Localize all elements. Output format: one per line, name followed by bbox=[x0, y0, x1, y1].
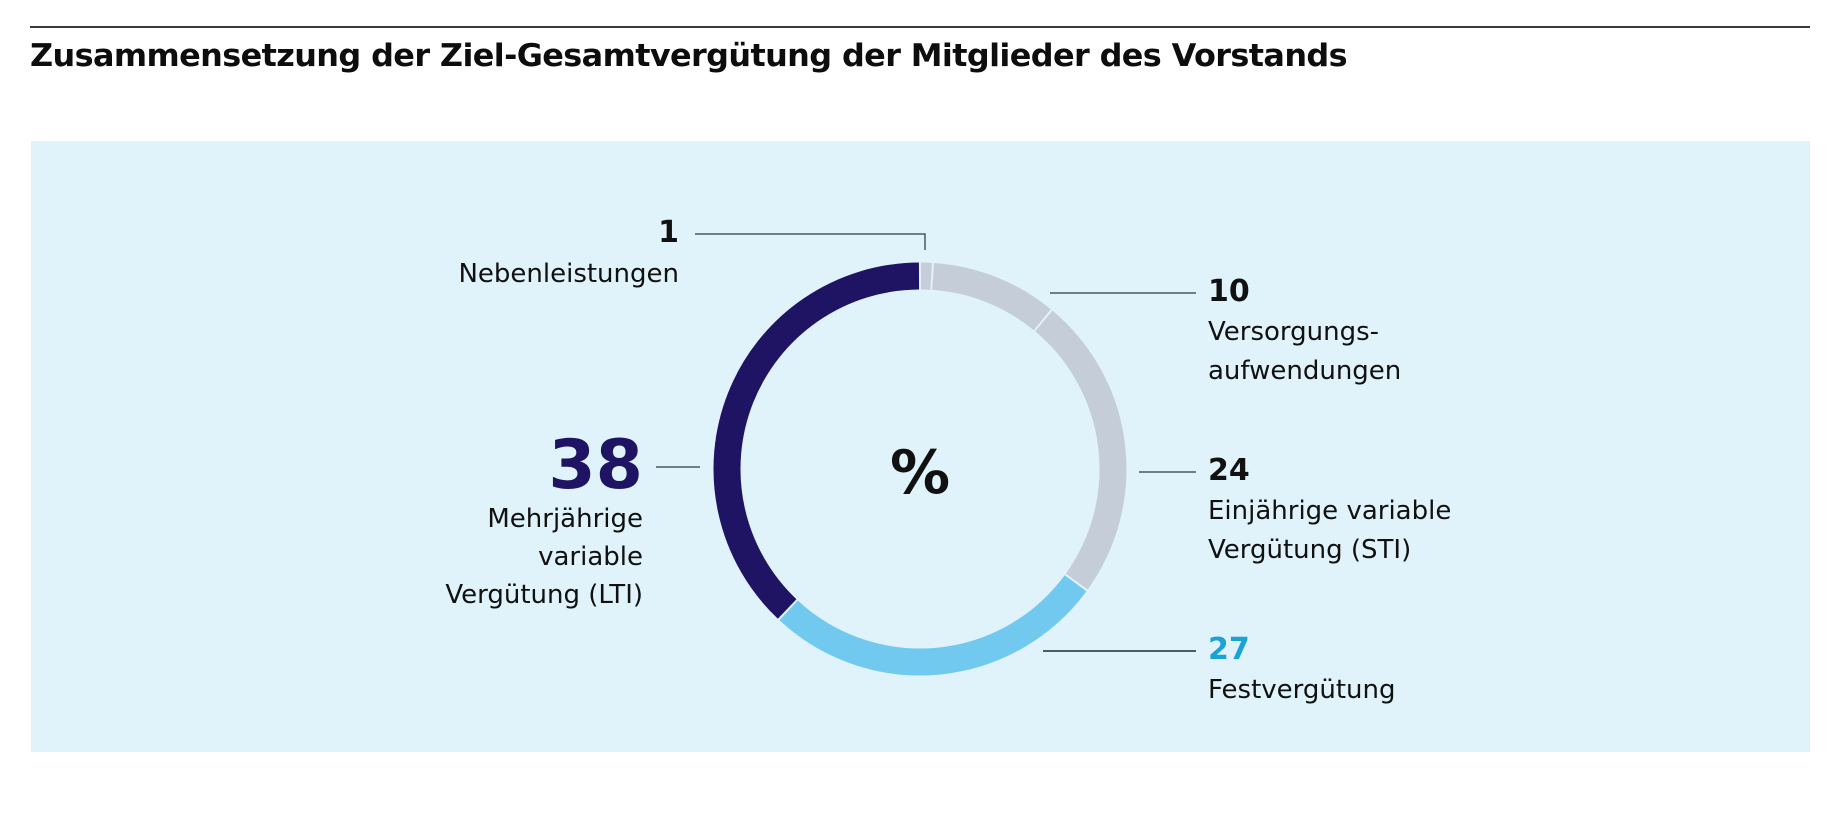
donut-ring bbox=[713, 262, 1127, 676]
slice-value-label: 10 bbox=[1208, 274, 1250, 309]
slice-value-label: 27 bbox=[1208, 632, 1250, 667]
slice-value-label: 1 bbox=[658, 215, 679, 250]
donut-slice-4 bbox=[713, 262, 920, 619]
slice-category-label: Einjährige variable bbox=[1208, 496, 1451, 526]
chart-title: Zusammensetzung der Ziel-Gesamtvergütung… bbox=[30, 38, 1348, 74]
slice-category-label: Mehrjährige bbox=[487, 504, 643, 534]
center-percent-label: % bbox=[890, 438, 950, 508]
slice-category-label: variable bbox=[538, 542, 643, 572]
slice-category-label: Vergütung (STI) bbox=[1208, 535, 1411, 565]
slice-label-group-2: 24 Einjährige variable Vergütung (STI) bbox=[1208, 453, 1451, 565]
slice-category-label: Vergütung (LTI) bbox=[445, 580, 643, 610]
slice-category-label: Nebenleistungen bbox=[458, 259, 679, 289]
slice-value-label: 38 bbox=[548, 426, 643, 505]
donut-slice-1 bbox=[931, 262, 1051, 331]
donut-slice-2 bbox=[1035, 310, 1127, 590]
slice-label-group-3: 27 Festvergütung bbox=[1208, 632, 1396, 705]
slice-category-label: Versorgungs- bbox=[1208, 317, 1379, 347]
donut-slice-3 bbox=[779, 575, 1087, 676]
leader-line-0 bbox=[695, 233, 926, 250]
slice-label-group-0: 1 Nebenleistungen bbox=[458, 215, 679, 289]
slice-labels: 1 Nebenleistungen 10 Versorgungs-aufwendung… bbox=[445, 215, 1451, 705]
slice-value-label: 24 bbox=[1208, 453, 1250, 488]
slice-label-group-1: 10 Versorgungs-aufwendungen bbox=[1208, 274, 1401, 386]
slice-category-label: aufwendungen bbox=[1208, 356, 1401, 386]
top-rule bbox=[30, 26, 1810, 28]
slice-category-label: Festvergütung bbox=[1208, 675, 1396, 705]
leader-lines bbox=[656, 233, 1196, 652]
